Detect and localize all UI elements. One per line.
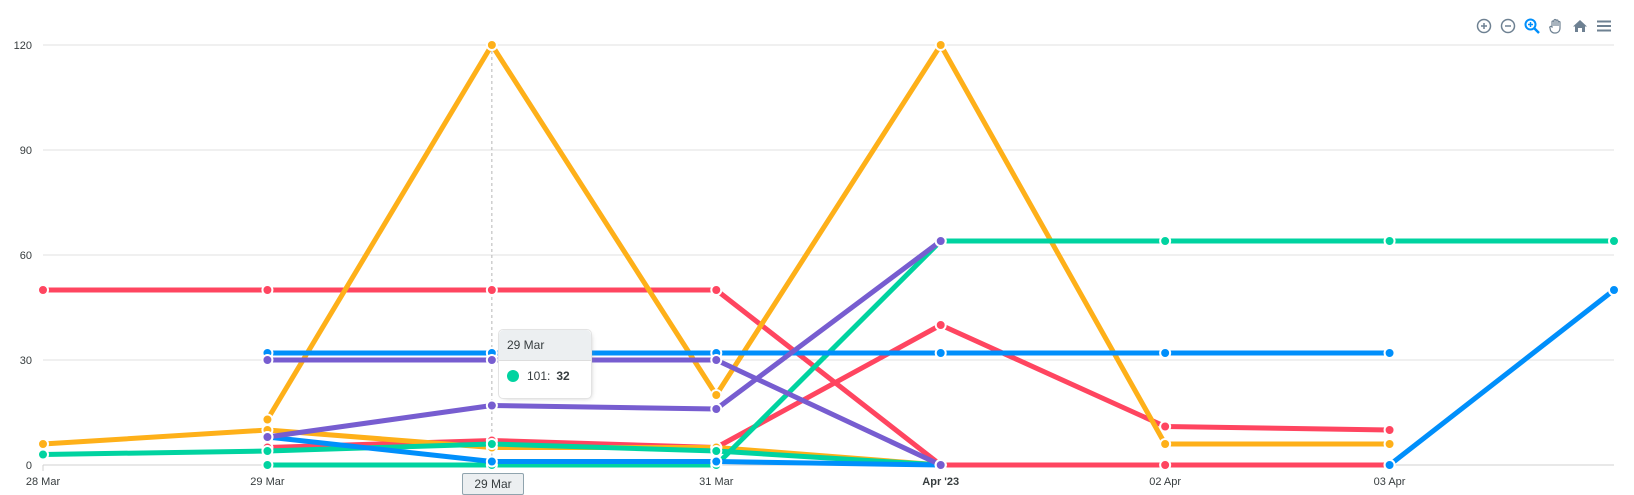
x-tick-label: 02 Apr — [1149, 476, 1181, 488]
data-point[interactable] — [261, 413, 274, 426]
data-point[interactable] — [485, 284, 498, 296]
data-point[interactable] — [37, 284, 49, 296]
data-point[interactable] — [485, 399, 498, 412]
tooltip-title: 29 Mar — [499, 330, 591, 361]
data-point[interactable] — [1383, 347, 1396, 359]
series-marker-icon — [507, 370, 519, 382]
tooltip-series-label: 101: — [527, 369, 551, 383]
data-point[interactable] — [1159, 438, 1172, 450]
pan-icon[interactable] — [1546, 16, 1566, 36]
y-tick-label: 120 — [14, 40, 32, 52]
data-tooltip: 29 Mar 101: 32 — [498, 329, 592, 399]
data-point[interactable] — [261, 459, 274, 471]
data-point[interactable] — [261, 354, 274, 366]
x-tick-label: 29 Mar — [250, 476, 285, 488]
data-point[interactable] — [934, 319, 947, 331]
data-point[interactable] — [1608, 284, 1620, 296]
series-group — [37, 39, 1620, 471]
xaxis-tooltip: 29 Mar — [462, 473, 524, 495]
reset-zoom-icon[interactable] — [1570, 16, 1590, 36]
data-point[interactable] — [1159, 235, 1172, 247]
data-point[interactable] — [37, 448, 49, 461]
data-point[interactable] — [485, 455, 498, 468]
x-tick-label: 31 Mar — [699, 476, 734, 488]
data-point[interactable] — [710, 403, 723, 415]
menu-icon[interactable] — [1594, 16, 1614, 36]
data-point[interactable] — [710, 445, 723, 457]
series-line — [1387, 287, 1617, 468]
data-point[interactable] — [1608, 235, 1620, 247]
tooltip-row: 101: 32 — [499, 361, 591, 391]
x-tick-label: Apr '23 — [922, 476, 959, 488]
data-point[interactable] — [261, 445, 274, 457]
zoom-out-icon[interactable] — [1498, 16, 1518, 36]
x-tick-label: 03 Apr — [1374, 476, 1406, 488]
x-tick-label: 28 Mar — [26, 476, 61, 488]
data-point[interactable] — [934, 347, 947, 359]
series-line — [264, 322, 1393, 450]
data-point[interactable] — [1383, 424, 1396, 436]
series-line — [264, 42, 1393, 447]
y-tick-label: 30 — [20, 355, 32, 367]
data-point[interactable] — [485, 39, 498, 51]
series-line — [40, 287, 1393, 468]
zoom-in-icon[interactable] — [1474, 16, 1494, 36]
y-tick-label: 60 — [20, 250, 32, 262]
data-point[interactable] — [934, 235, 947, 247]
series-line — [264, 238, 944, 440]
data-point[interactable] — [485, 354, 498, 366]
y-tick-label: 90 — [20, 145, 32, 157]
data-point[interactable] — [710, 389, 723, 401]
y-tick-label: 0 — [26, 460, 32, 472]
selection-zoom-icon[interactable] — [1522, 16, 1542, 36]
data-point[interactable] — [485, 438, 498, 450]
data-point[interactable] — [1159, 459, 1172, 471]
data-point[interactable] — [934, 459, 947, 471]
data-point[interactable] — [1159, 420, 1172, 433]
data-point[interactable] — [37, 438, 49, 450]
data-point[interactable] — [1383, 438, 1396, 450]
chart-toolbar — [1474, 16, 1614, 36]
data-point[interactable] — [710, 284, 723, 296]
series-line — [264, 434, 944, 468]
data-point[interactable] — [710, 354, 723, 366]
series-line — [264, 357, 944, 468]
data-point[interactable] — [934, 39, 947, 51]
data-point[interactable] — [1383, 459, 1396, 471]
data-point[interactable] — [1159, 347, 1172, 359]
y-axis: 0 30 60 90 120 — [14, 40, 32, 472]
data-point[interactable] — [1383, 235, 1396, 247]
tooltip-value: 32 — [556, 369, 570, 383]
data-point[interactable] — [261, 431, 274, 443]
data-point[interactable] — [710, 455, 723, 468]
data-point[interactable] — [261, 284, 274, 296]
